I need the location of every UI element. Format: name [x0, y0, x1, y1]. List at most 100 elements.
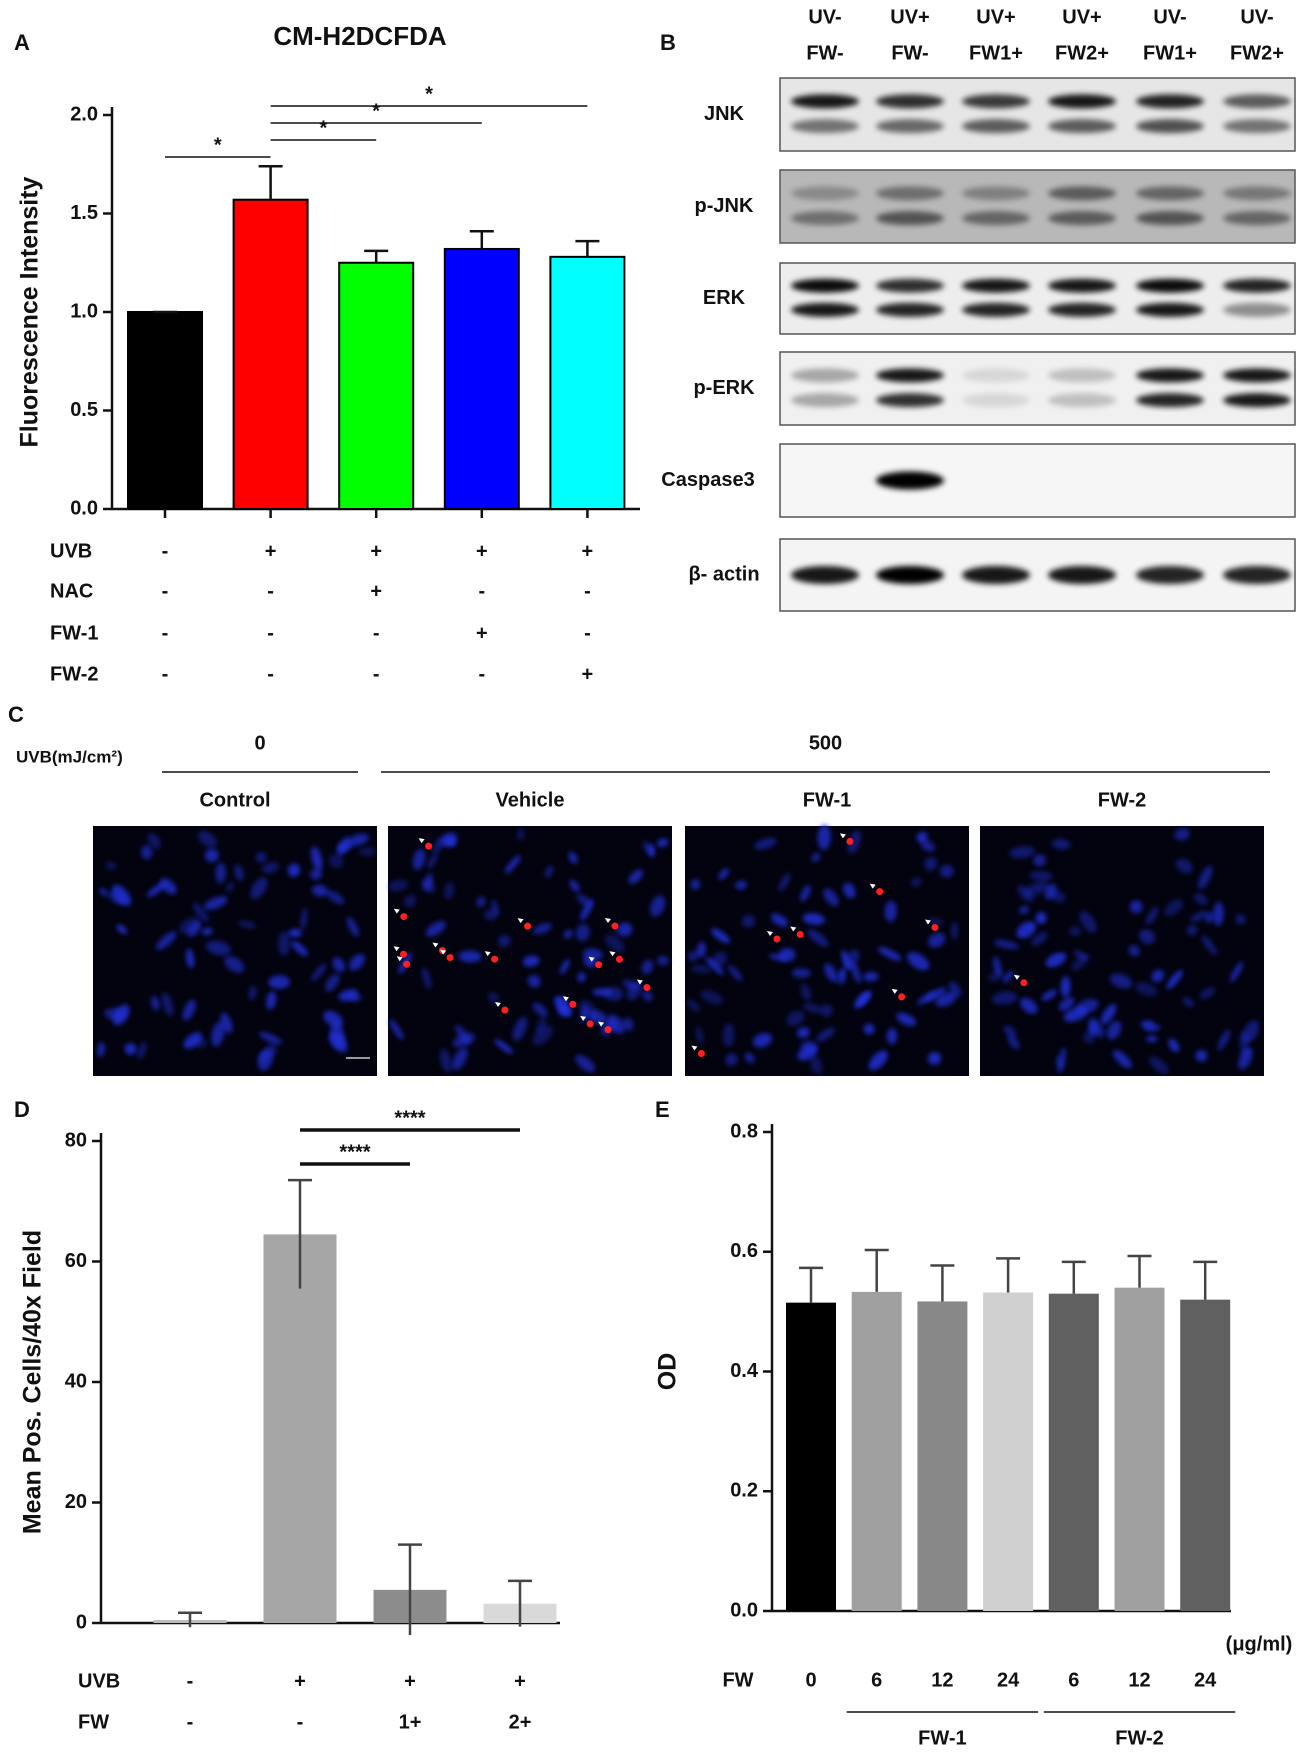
- nucleus: [800, 1040, 819, 1053]
- nucleus: [910, 877, 922, 887]
- y-axis-label: Fluorescence Intensity: [16, 176, 44, 447]
- bar: [443, 247, 520, 511]
- nucleus: [161, 992, 174, 1016]
- nucleus: [884, 900, 897, 922]
- y-axis-label: Mean Pos. Cells/40x Field: [19, 1230, 47, 1534]
- nucleus: [1058, 997, 1075, 1011]
- positive-cell: [446, 954, 454, 962]
- nucleus: [99, 887, 109, 897]
- nucleus: [1106, 1020, 1122, 1040]
- nucleus: [182, 999, 196, 1021]
- blot-row-label: p-ERK: [693, 377, 755, 399]
- nucleus: [1055, 1055, 1064, 1069]
- nucleus: [850, 962, 862, 984]
- bar: [338, 261, 415, 510]
- nucleus: [1144, 1023, 1161, 1032]
- nucleus: [847, 830, 861, 854]
- y-tick-label: 0.6: [730, 1240, 758, 1262]
- nucleus: [1186, 924, 1198, 936]
- nucleus: [234, 864, 244, 881]
- nucleus: [778, 873, 791, 892]
- panel-letter: D: [14, 1097, 30, 1122]
- nucleus: [488, 992, 499, 1003]
- blot-frame: [779, 262, 1296, 335]
- nucleus: [800, 983, 811, 1002]
- nucleus: [769, 953, 787, 961]
- image-label: FW-1: [803, 789, 851, 811]
- nucleus: [1035, 912, 1047, 924]
- blot-frame: [779, 351, 1296, 426]
- nucleus: [820, 1004, 833, 1017]
- nucleus: [452, 1033, 476, 1048]
- x-tick-label: 6: [1068, 1669, 1079, 1691]
- nucleus: [497, 935, 511, 948]
- arrowhead: [396, 956, 403, 962]
- nucleus: [576, 894, 592, 907]
- nucleus: [1145, 906, 1159, 925]
- nucleus: [921, 840, 935, 852]
- nucleus: [1182, 997, 1194, 1008]
- blot-band: [962, 368, 1030, 383]
- arrowhead: [691, 1045, 698, 1051]
- lane-header: FW2+: [1055, 42, 1109, 64]
- blot-band: [962, 566, 1030, 584]
- nucleus: [643, 841, 653, 855]
- positive-cell: [773, 935, 781, 943]
- nucleus: [1019, 905, 1029, 915]
- nucleus: [238, 920, 256, 929]
- nucleus: [863, 971, 879, 982]
- nucleus: [151, 995, 160, 1011]
- arrowhead: [484, 951, 491, 957]
- nucleus: [1175, 858, 1193, 874]
- nucleus: [536, 1017, 547, 1034]
- nucleus: [504, 855, 521, 874]
- image-label: Vehicle: [496, 789, 565, 811]
- nucleus: [544, 865, 554, 879]
- nucleus: [744, 1052, 755, 1063]
- nucleus: [533, 922, 552, 935]
- nucleus: [592, 988, 613, 996]
- blot-row-label: p-JNK: [695, 195, 754, 217]
- treatment-name: NAC: [50, 580, 93, 602]
- nucleus: [1213, 901, 1224, 927]
- blot-band: [876, 94, 944, 109]
- positive-cell: [643, 984, 651, 992]
- image-label: Control: [199, 789, 270, 811]
- nucleus: [1101, 1004, 1117, 1025]
- blot-band: [1136, 119, 1204, 134]
- nucleus: [1199, 987, 1216, 999]
- nucleus: [116, 924, 128, 934]
- nucleus: [160, 878, 177, 895]
- nucleus: [700, 990, 723, 1005]
- lane-header: FW-: [806, 42, 843, 64]
- nucleus: [583, 948, 603, 961]
- nucleus: [1151, 969, 1165, 982]
- nucleus: [1003, 1025, 1017, 1037]
- nucleus: [1139, 929, 1155, 944]
- nucleus: [686, 999, 700, 1012]
- nucleus: [796, 1027, 810, 1038]
- nucleus: [155, 931, 177, 950]
- nucleus: [896, 1012, 917, 1026]
- treatment-value: +: [404, 1670, 416, 1692]
- blot-frame: [779, 169, 1296, 244]
- x-tick-label: 24: [997, 1669, 1020, 1691]
- positive-cell: [491, 955, 499, 963]
- nucleus: [512, 1016, 528, 1041]
- blot-band: [876, 278, 944, 293]
- nucleus: [948, 981, 962, 998]
- nucleus: [427, 854, 438, 869]
- nucleus: [458, 950, 482, 963]
- nucleus: [723, 1023, 735, 1047]
- nucleus: [346, 917, 359, 937]
- nucleus: [426, 920, 446, 937]
- nucleus: [770, 913, 788, 927]
- nucleus: [185, 948, 195, 969]
- y-axis-label: OD: [654, 1353, 682, 1391]
- nucleus: [1194, 893, 1208, 905]
- nucleus: [843, 882, 856, 899]
- arrowhead: [839, 833, 846, 839]
- nucleus: [205, 848, 219, 863]
- nucleus: [527, 974, 541, 988]
- nucleus: [328, 854, 344, 868]
